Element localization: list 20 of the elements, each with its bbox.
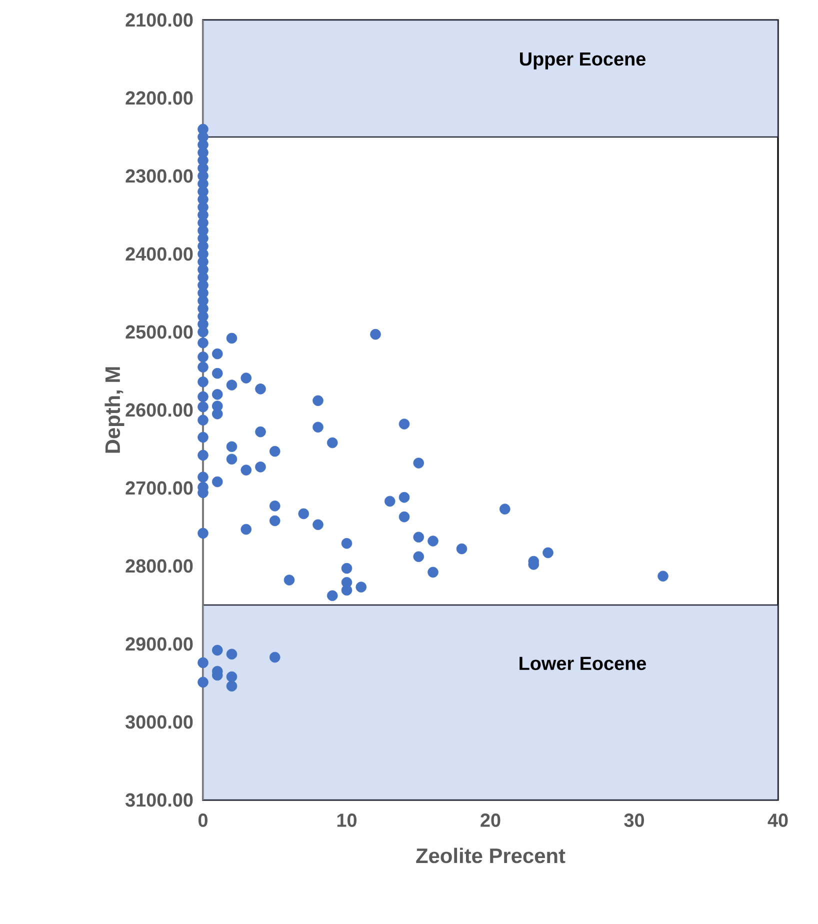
y-axis-title: Depth, M: [104, 367, 124, 453]
y-tick-label: 2600.00: [126, 403, 193, 417]
y-tick-label: 2500.00: [126, 325, 193, 339]
y-tick-label: 2100.00: [126, 13, 193, 27]
y-tick-label: 2400.00: [126, 247, 193, 261]
y-tick-label: 2800.00: [126, 559, 193, 573]
y-tick-label: 3100.00: [125, 793, 193, 807]
x-tick-label: 40: [768, 814, 788, 827]
x-tick-label: 10: [337, 814, 356, 827]
y-tick-label: 3000.00: [125, 715, 193, 729]
x-tick-label: 0: [198, 814, 208, 827]
band-label: Lower Eocene: [520, 656, 646, 670]
x-tick-label: 20: [480, 814, 500, 827]
x-tick-label: 30: [624, 814, 644, 827]
y-tick-label: 2700.00: [126, 481, 193, 495]
y-tick-label: 2900.00: [126, 637, 193, 651]
x-axis-title: Zeolite Precent: [416, 848, 566, 864]
y-tick-label: 2200.00: [126, 91, 193, 105]
band-label: Upper Eocene: [520, 52, 646, 70]
y-tick-label: 2300.00: [126, 169, 193, 183]
